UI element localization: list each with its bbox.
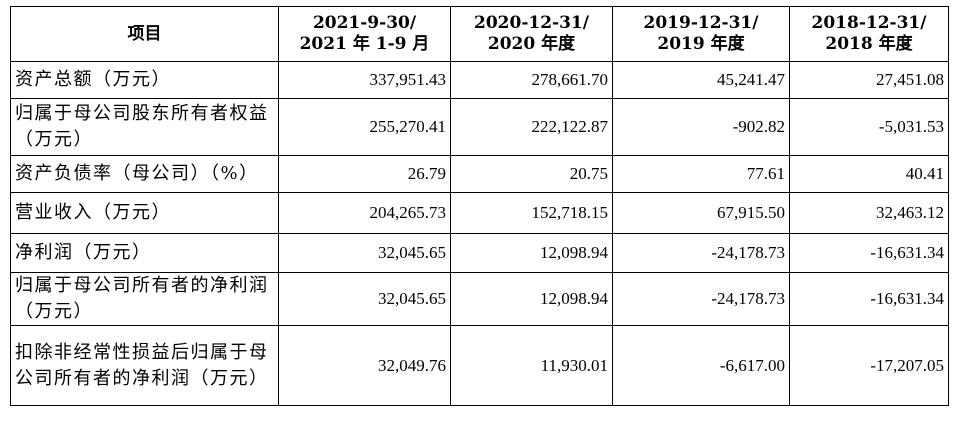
cell-value: -6,617.00 xyxy=(612,325,790,406)
cell-value: -902.82 xyxy=(612,98,790,156)
cell-value: 204,265.73 xyxy=(278,192,451,234)
header-period-2020: 2020-12-31/ 2020 年度 xyxy=(450,6,613,62)
cell-value: 152,718.15 xyxy=(450,192,613,234)
cell-value: 12,098.94 xyxy=(450,272,613,326)
row-label: 净利润（万元） xyxy=(10,233,279,273)
cell-value: 77.61 xyxy=(612,155,790,193)
row-label: 归属于母公司所有者的净利润（万元） xyxy=(10,272,279,326)
cell-value: 32,049.76 xyxy=(278,325,451,406)
cell-value: 32,463.12 xyxy=(789,192,949,234)
cell-value: 26.79 xyxy=(278,155,451,193)
row-label: 归属于母公司股东所有者权益（万元） xyxy=(10,98,279,156)
header-period-2018: 2018-12-31/ 2018 年度 xyxy=(789,6,949,62)
table-row: 扣除非经常性损益后归属于母公司所有者的净利润（万元） 32,049.76 11,… xyxy=(10,325,949,406)
table-row: 归属于母公司所有者的净利润（万元） 32,045.65 12,098.94 -2… xyxy=(10,272,949,326)
cell-value: 12,098.94 xyxy=(450,233,613,273)
cell-value: -5,031.53 xyxy=(789,98,949,156)
table-row: 营业收入（万元） 204,265.73 152,718.15 67,915.50… xyxy=(10,192,949,234)
cell-value: 32,045.65 xyxy=(278,272,451,326)
row-label: 扣除非经常性损益后归属于母公司所有者的净利润（万元） xyxy=(10,325,279,406)
table-row: 归属于母公司股东所有者权益（万元） 255,270.41 222,122.87 … xyxy=(10,98,949,156)
cell-value: 278,661.70 xyxy=(450,61,613,99)
cell-value: -16,631.34 xyxy=(789,233,949,273)
cell-value: 32,045.65 xyxy=(278,233,451,273)
cell-value: -24,178.73 xyxy=(612,233,790,273)
row-label: 营业收入（万元） xyxy=(10,192,279,234)
cell-value: -17,207.05 xyxy=(789,325,949,406)
table-row: 净利润（万元） 32,045.65 12,098.94 -24,178.73 -… xyxy=(10,233,949,273)
cell-value: -24,178.73 xyxy=(612,272,790,326)
table-row: 资产负债率（母公司）（%） 26.79 20.75 77.61 40.41 xyxy=(10,155,949,193)
table-row: 资产总额（万元） 337,951.43 278,661.70 45,241.47… xyxy=(10,61,949,99)
cell-value: 40.41 xyxy=(789,155,949,193)
row-label: 资产负债率（母公司）（%） xyxy=(10,155,279,193)
cell-value: 45,241.47 xyxy=(612,61,790,99)
cell-value: 255,270.41 xyxy=(278,98,451,156)
row-label: 资产总额（万元） xyxy=(10,61,279,99)
cell-value: 20.75 xyxy=(450,155,613,193)
cell-value: 67,915.50 xyxy=(612,192,790,234)
cell-value: 337,951.43 xyxy=(278,61,451,99)
header-item: 项目 xyxy=(10,6,279,62)
cell-value: 27,451.08 xyxy=(789,61,949,99)
header-row: 项目 2021-9-30/ 2021 年 1-9 月 2020-12-31/ 2… xyxy=(10,6,949,62)
cell-value: 11,930.01 xyxy=(450,325,613,406)
cell-value: -16,631.34 xyxy=(789,272,949,326)
header-period-2021: 2021-9-30/ 2021 年 1-9 月 xyxy=(278,6,451,62)
cell-value: 222,122.87 xyxy=(450,98,613,156)
header-period-2019: 2019-12-31/ 2019 年度 xyxy=(612,6,790,62)
financial-summary-table: 项目 2021-9-30/ 2021 年 1-9 月 2020-12-31/ 2… xyxy=(10,6,949,406)
